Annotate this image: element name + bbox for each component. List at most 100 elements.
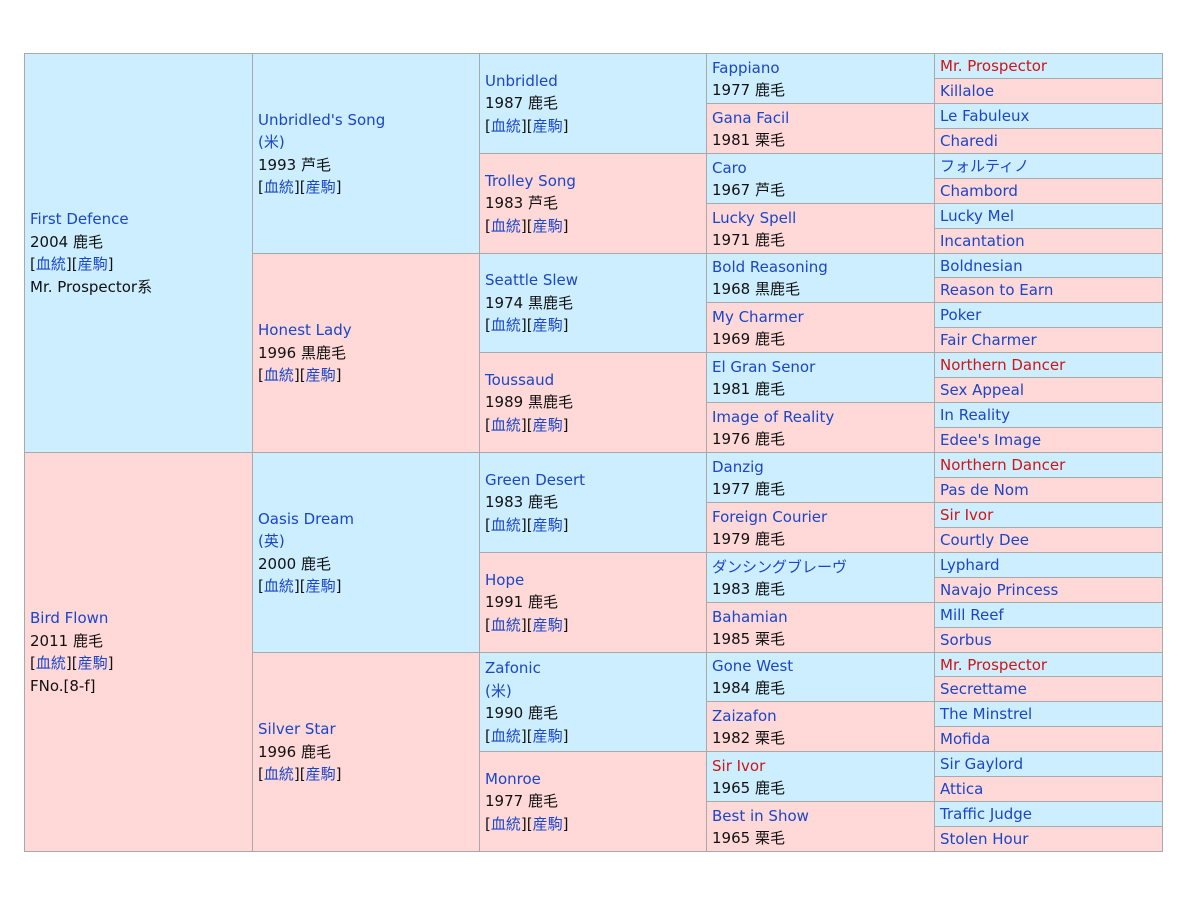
horse-name-link[interactable]: Navajo Princess: [940, 581, 1059, 599]
horse-name-link[interactable]: Caro: [712, 158, 747, 177]
horse-name-link[interactable]: Sir Ivor: [712, 756, 766, 775]
horse-name-link[interactable]: Green Desert: [485, 470, 586, 489]
offspring-link[interactable]: 産駒: [305, 577, 336, 595]
horse-name-link[interactable]: Unbridled's Song: [258, 110, 386, 129]
horse-name-link[interactable]: Sorbus: [940, 631, 992, 649]
blood-link[interactable]: 血統: [35, 255, 66, 273]
country-link[interactable]: (米): [258, 133, 285, 151]
horse-name-link[interactable]: Incantation: [940, 232, 1025, 250]
blood-link[interactable]: 血統: [263, 577, 294, 595]
horse-name-link[interactable]: Reason to Earn: [940, 281, 1054, 299]
horse-name-link[interactable]: Gana Facil: [712, 108, 790, 127]
horse-name-link[interactable]: El Gran Senor: [712, 357, 816, 376]
blood-link[interactable]: 血統: [490, 615, 521, 634]
horse-name-link[interactable]: Killaloe: [940, 82, 995, 100]
horse-name-link[interactable]: Danzig: [712, 457, 764, 476]
horse-name-link[interactable]: Lucky Mel: [940, 207, 1014, 225]
horse-name-link[interactable]: Hope: [485, 570, 525, 589]
horse-name-link[interactable]: Silver Star: [258, 720, 336, 739]
horse-name-link[interactable]: Fappiano: [712, 58, 780, 77]
pedigree-links: [血統][産駒]: [485, 515, 569, 534]
blood-link[interactable]: 血統: [490, 116, 521, 135]
horse-name-link[interactable]: Sir Ivor: [940, 506, 994, 524]
blood-link[interactable]: 血統: [490, 415, 521, 434]
horse-name-link[interactable]: Zafonic: [485, 659, 541, 677]
horse-name-link[interactable]: Charedi: [940, 132, 998, 150]
horse-name-link[interactable]: Pas de Nom: [940, 481, 1029, 499]
horse-name-link[interactable]: Honest Lady: [258, 321, 352, 340]
blood-link[interactable]: 血統: [263, 765, 294, 784]
horse-cell: Toussaud 1989 黒鹿毛 [血統][産駒]: [479, 352, 707, 453]
horse-name-link[interactable]: Stolen Hour: [940, 830, 1029, 848]
offspring-link[interactable]: 産駒: [77, 654, 108, 672]
blood-link[interactable]: 血統: [490, 216, 521, 235]
horse-name-link[interactable]: フォルティノ: [940, 157, 1030, 175]
horse-name-link[interactable]: Bold Reasoning: [712, 258, 828, 276]
horse-name-link[interactable]: Image of Reality: [712, 407, 835, 426]
pedigree-links: [血統][産駒]: [485, 615, 569, 634]
offspring-link[interactable]: 産駒: [305, 178, 336, 196]
horse-name-link[interactable]: Oasis Dream: [258, 509, 354, 528]
horse-name-link[interactable]: Bird Flown: [30, 609, 109, 627]
horse-name-link[interactable]: In Reality: [940, 406, 1010, 424]
horse-name-link[interactable]: My Charmer: [712, 307, 804, 326]
horse-cell: My Charmer 1969 鹿毛: [706, 302, 935, 353]
offspring-link[interactable]: 産駒: [532, 415, 563, 434]
horse-name-link[interactable]: Mr. Prospector: [940, 57, 1048, 75]
blood-link[interactable]: 血統: [490, 515, 521, 534]
country-link[interactable]: (英): [258, 532, 285, 550]
horse-name-link[interactable]: Chambord: [940, 182, 1018, 200]
horse-name-link[interactable]: Lyphard: [940, 556, 1000, 574]
horse-name-link[interactable]: Traffic Judge: [940, 805, 1033, 823]
offspring-link[interactable]: 産駒: [532, 216, 563, 235]
horse-name-link[interactable]: Attica: [940, 780, 984, 798]
horse-name-link[interactable]: Trolley Song: [485, 171, 576, 190]
horse-name-link[interactable]: Mill Reef: [940, 606, 1004, 624]
horse-name-link[interactable]: Secrettame: [940, 680, 1027, 698]
horse-name-link[interactable]: Fair Charmer: [940, 331, 1037, 349]
horse-name-link[interactable]: ダンシングブレーヴ: [712, 557, 848, 576]
year-color: 1990 鹿毛: [485, 704, 558, 722]
offspring-link[interactable]: 産駒: [532, 615, 563, 634]
horse-name-link[interactable]: Sir Gaylord: [940, 755, 1024, 773]
horse-name-link[interactable]: Seattle Slew: [485, 271, 579, 290]
horse-name-link[interactable]: Northern Dancer: [940, 356, 1066, 374]
blood-link[interactable]: 血統: [490, 726, 521, 745]
horse-name-link[interactable]: Northern Dancer: [940, 456, 1066, 474]
horse-name-link[interactable]: First Defence: [30, 210, 129, 228]
blood-link[interactable]: 血統: [263, 366, 294, 385]
horse-name-link[interactable]: Best in Show: [712, 806, 809, 825]
horse-name-link[interactable]: Mofida: [940, 730, 991, 748]
offspring-link[interactable]: 産駒: [532, 316, 563, 335]
horse-name-link[interactable]: Poker: [940, 306, 982, 324]
country-link[interactable]: (米): [485, 681, 512, 700]
offspring-link[interactable]: 産駒: [532, 116, 563, 135]
offspring-link[interactable]: 産駒: [77, 255, 108, 273]
offspring-link[interactable]: 産駒: [532, 515, 563, 534]
offspring-link[interactable]: 産駒: [305, 765, 336, 784]
horse-cell: Zaizafon 1982 栗毛: [706, 701, 935, 752]
horse-name-link[interactable]: Courtly Dee: [940, 531, 1030, 549]
horse-name-link[interactable]: Unbridled: [485, 71, 558, 90]
blood-link[interactable]: 血統: [490, 316, 521, 335]
horse-name-link[interactable]: Boldnesian: [940, 256, 1023, 275]
horse-name-link[interactable]: Edee's Image: [940, 431, 1042, 449]
horse-name-link[interactable]: Toussaud: [485, 370, 555, 389]
horse-name-link[interactable]: Monroe: [485, 769, 541, 788]
horse-name-link[interactable]: Zaizafon: [712, 706, 777, 725]
offspring-link[interactable]: 産駒: [532, 814, 563, 833]
horse-name-link[interactable]: Gone West: [712, 657, 794, 675]
horse-name-link[interactable]: Sex Appeal: [940, 381, 1025, 399]
offspring-link[interactable]: 産駒: [305, 366, 336, 385]
horse-name-link[interactable]: The Minstrel: [940, 705, 1033, 723]
horse-name-link[interactable]: Le Fabuleux: [940, 107, 1030, 125]
blood-link[interactable]: 血統: [263, 178, 294, 196]
blood-link[interactable]: 血統: [35, 654, 66, 672]
horse-name-link[interactable]: Lucky Spell: [712, 208, 797, 227]
year-color: 2011 鹿毛: [30, 631, 103, 650]
horse-name-link[interactable]: Foreign Courier: [712, 507, 828, 526]
horse-name-link[interactable]: Bahamian: [712, 607, 788, 626]
horse-name-link[interactable]: Mr. Prospector: [940, 655, 1048, 674]
blood-link[interactable]: 血統: [490, 814, 521, 833]
offspring-link[interactable]: 産駒: [532, 726, 563, 745]
